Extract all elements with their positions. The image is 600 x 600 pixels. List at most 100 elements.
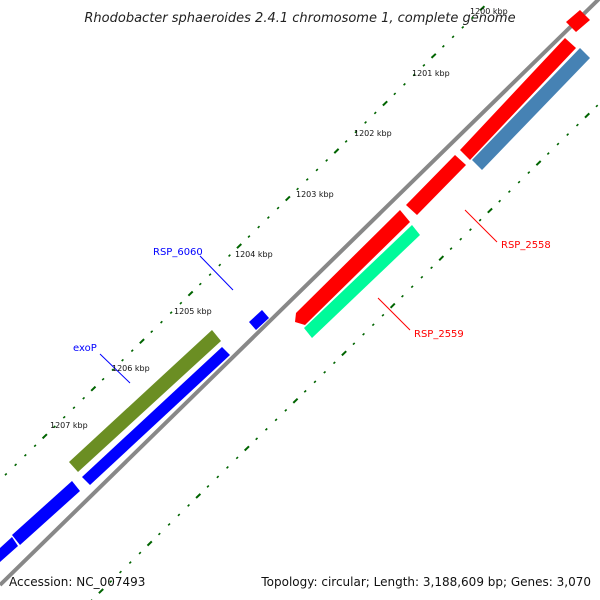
outer-tick-mark — [266, 216, 270, 219]
inner-tick-mark — [226, 466, 229, 469]
inner-tick-mark — [498, 199, 502, 203]
inner-tick-mark — [206, 485, 210, 488]
inner-tick-mark — [410, 285, 414, 289]
chromosome-backbone — [0, 0, 600, 587]
inner-tick-mark — [323, 370, 327, 374]
rsp-2559-callout — [377, 297, 411, 331]
tick-label-1206: 1206 kbp — [112, 364, 150, 373]
inner-tick-mark — [274, 418, 278, 422]
tick-label-1207: 1207 kbp — [50, 421, 88, 430]
outer-tick-mark — [82, 396, 86, 400]
gene-forward-2[interactable] — [406, 155, 466, 215]
gene-reverse-2[interactable] — [12, 481, 80, 545]
outer-tick-mark — [471, 16, 474, 20]
gene-rsp-6060[interactable] — [249, 310, 269, 330]
inner-tick-mark — [575, 123, 579, 127]
outer-tick-mark — [62, 415, 66, 419]
inner-tick-mark — [167, 523, 171, 526]
accession-text: Accession: NC_007493 — [9, 575, 145, 589]
inner-tick-mark — [595, 104, 599, 108]
outer-tick-mark — [169, 311, 173, 315]
inner-tick-mark — [98, 588, 104, 594]
exop-callout — [99, 353, 131, 384]
outer-tick-mark — [276, 206, 280, 210]
gene-reverse-1[interactable] — [82, 347, 230, 485]
outer-tick-mark — [160, 320, 163, 324]
inner-tick-mark — [469, 228, 472, 232]
outer-tick-mark — [257, 225, 261, 229]
tick-label-1202: 1202 kbp — [354, 129, 392, 138]
outer-tick-mark — [247, 235, 251, 238]
outer-tick-mark — [90, 385, 97, 392]
outer-tick-mark — [333, 148, 340, 154]
inner-tick-mark — [566, 133, 570, 136]
outer-tick-mark — [130, 349, 134, 353]
gene-forward-top[interactable] — [566, 10, 590, 32]
reverse-genes — [0, 347, 230, 562]
outer-tick-mark — [373, 111, 377, 115]
gene-reverse-3[interactable] — [0, 537, 18, 562]
outer-tick-mark — [236, 243, 242, 249]
outer-tick-mark — [344, 140, 348, 143]
gene-forward-3[interactable] — [295, 210, 410, 325]
gene-exop[interactable] — [69, 330, 221, 472]
inner-tick-mark — [535, 160, 542, 166]
inner-tick-mark — [146, 540, 153, 547]
rsp-6060-label[interactable]: RSP_6060 — [153, 247, 203, 258]
outer-tick-mark — [451, 35, 455, 39]
inner-tick-mark — [430, 266, 433, 270]
inner-tick-mark — [371, 323, 375, 327]
outer-tick-mark — [284, 195, 291, 202]
inner-tick-mark — [459, 237, 463, 241]
inner-tick-mark — [332, 361, 336, 365]
gene-rsp-2558[interactable] — [472, 48, 590, 170]
inner-tick-mark — [157, 532, 161, 536]
inner-tick-mark — [292, 397, 299, 404]
outer-tick-mark — [111, 368, 115, 372]
gene-rsp-2559[interactable] — [304, 225, 420, 338]
rsp-2559-label[interactable]: RSP_2559 — [414, 329, 464, 340]
outer-tick-mark — [14, 463, 18, 467]
inner-tick-mark — [128, 561, 132, 564]
inner-tick-mark — [389, 302, 396, 309]
inner-tick-mark — [195, 493, 202, 499]
inner-tick-mark — [244, 445, 250, 452]
outer-tick-mark — [23, 453, 27, 457]
outer-tick-mark — [403, 82, 406, 86]
inner-tick-mark — [487, 207, 493, 214]
outer-tick-mark — [412, 73, 416, 77]
outer-tick-mark — [53, 425, 56, 429]
inner-tick-mark — [352, 342, 356, 346]
outer-tick-mark — [150, 330, 154, 334]
inner-tick-mark — [420, 275, 424, 279]
outer-tick-mark — [479, 5, 486, 12]
outer-tick-mark — [198, 282, 202, 286]
outer-tick-mark — [179, 301, 183, 305]
map-title: Rhodobacter sphaeroides 2.4.1 chromosome… — [84, 11, 515, 26]
inner-tick-mark — [109, 580, 113, 583]
inner-tick-mark — [438, 255, 445, 262]
inner-tick-mark — [235, 456, 239, 460]
outer-tick-mark — [4, 472, 8, 476]
tick-label-1200: 1200 kbp — [470, 7, 508, 16]
gene-forward-1[interactable] — [460, 38, 576, 160]
outer-tick-mark — [305, 178, 309, 181]
inner-tick-mark — [584, 112, 590, 119]
tick-labels: 1200 kbp 1201 kbp 1202 kbp 1203 kbp 1204… — [50, 7, 508, 430]
inner-tick-mark — [556, 142, 560, 146]
tick-label-1204: 1204 kbp — [235, 250, 273, 259]
outer-tick-mark — [139, 338, 145, 345]
rsp-2558-label[interactable]: RSP_2558 — [501, 240, 551, 251]
outer-tick-mark — [364, 121, 367, 124]
inner-tick-mark — [313, 380, 317, 384]
outer-tick-mark — [101, 377, 105, 381]
outer-tick-mark — [208, 273, 212, 276]
inner-tick-mark — [517, 180, 521, 184]
inner-tick-mark — [381, 313, 385, 317]
outer-tick-mark — [41, 433, 48, 440]
inner-tick-mark — [546, 152, 550, 155]
inner-tick-mark — [284, 408, 288, 412]
exop-label[interactable]: exoP — [73, 343, 97, 354]
